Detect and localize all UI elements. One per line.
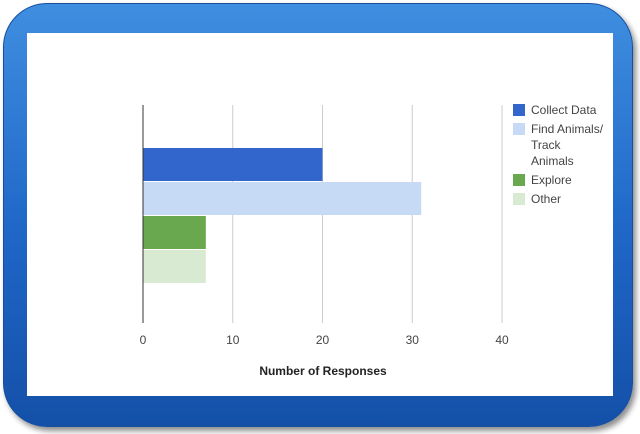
bar-collect-data[interactable] bbox=[143, 148, 323, 181]
legend-swatch[interactable] bbox=[513, 174, 525, 186]
legend-label[interactable]: Animals bbox=[531, 154, 574, 168]
x-tick-label: 0 bbox=[140, 333, 147, 347]
legend-label[interactable]: Explore bbox=[531, 173, 572, 187]
chart-panel: 0 10 20 30 40 Number of Responses Collect Data… bbox=[27, 33, 613, 396]
legend-label[interactable]: Track bbox=[531, 138, 562, 152]
x-axis-title: Number of Responses bbox=[259, 364, 387, 378]
legend-label[interactable]: Other bbox=[531, 192, 561, 206]
bar-find-animals-track-animals[interactable] bbox=[143, 182, 422, 215]
legend-label[interactable]: Find Animals/ bbox=[531, 122, 604, 136]
bar-explore[interactable] bbox=[143, 216, 206, 249]
legend-swatch[interactable] bbox=[513, 123, 525, 135]
x-tick-label: 10 bbox=[226, 333, 240, 347]
legend-label[interactable]: Collect Data bbox=[531, 103, 597, 117]
x-tick-label: 20 bbox=[316, 333, 330, 347]
legend-swatch[interactable] bbox=[513, 193, 525, 205]
x-tick-label: 30 bbox=[406, 333, 420, 347]
x-tick-label: 40 bbox=[495, 333, 509, 347]
bar-chart: 0 10 20 30 40 Number of Responses Collect Data… bbox=[140, 103, 604, 378]
legend-swatch[interactable] bbox=[513, 104, 525, 116]
bar-other[interactable] bbox=[143, 250, 206, 283]
